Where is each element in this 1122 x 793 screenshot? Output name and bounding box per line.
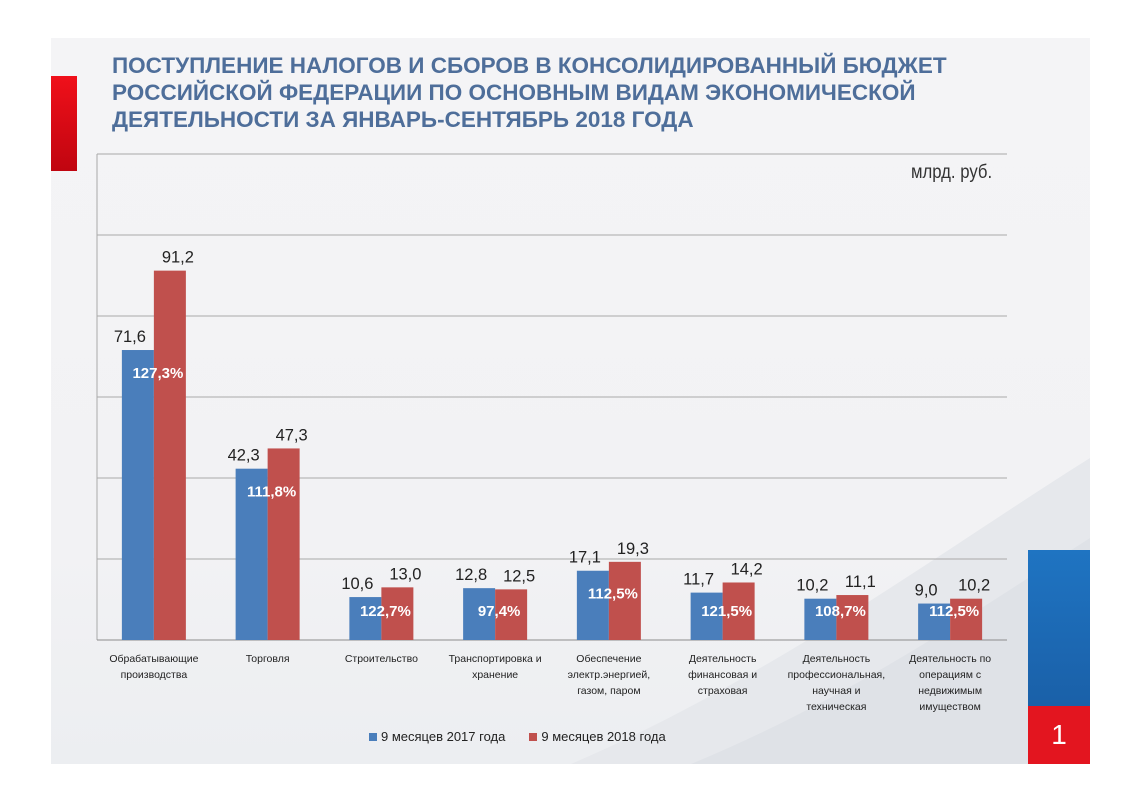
- bar-2018-4: [608, 561, 641, 640]
- bar-2018-0: [153, 270, 186, 640]
- data-label-2017-6: 10,2: [796, 577, 828, 595]
- growth-label-7: 112,5%: [929, 603, 979, 620]
- page-number: 1: [1051, 719, 1067, 750]
- bar-2018-5: [722, 582, 755, 640]
- title-line-2: РОССИЙСКОЙ ФЕДЕРАЦИИ ПО ОСНОВНЫМ ВИДАМ Э…: [112, 80, 916, 105]
- category-label-line: финансовая и: [688, 669, 757, 681]
- title-line-1: ПОСТУПЛЕНИЕ НАЛОГОВ И СБОРОВ В КОНСОЛИДИ…: [112, 53, 947, 78]
- growth-label-1: 111,8%: [247, 484, 296, 501]
- bar-2017-6: [804, 598, 837, 640]
- data-label-2017-5: 11,7: [683, 571, 714, 589]
- data-label-2018-2: 13,0: [389, 565, 421, 583]
- bar-chart: 71,6 91,2 127,3% Обрабатывающие производства…: [96, 153, 1007, 713]
- page-title: ПОСТУПЛЕНИЕ НАЛОГОВ И СБОРОВ В КОНСОЛИДИ…: [112, 52, 1012, 133]
- legend-swatch-2017: [369, 732, 377, 741]
- bar-2018-1: [267, 448, 300, 640]
- data-label-2018-5: 14,2: [731, 560, 763, 578]
- category-label-3: Транспортировка и хранение: [449, 653, 542, 681]
- category-label-line: профессиональная,: [788, 669, 886, 681]
- category-label-line: техническая: [806, 701, 866, 713]
- data-label-2018-6: 11,1: [845, 573, 876, 591]
- category-label-line: Обрабатывающие: [109, 653, 198, 665]
- bar-2018-2: [381, 587, 414, 640]
- data-label-2018-7: 10,2: [958, 577, 990, 595]
- legend-swatch-2018: [529, 732, 538, 741]
- growth-label-3: 97,4%: [478, 603, 521, 620]
- chart-legend: 9 месяцев 2017 года 9 месяцев 2018 года: [369, 729, 666, 744]
- legend-item-2017: 9 месяцев 2017 года: [369, 729, 505, 744]
- category-label-line: Деятельность по: [909, 653, 991, 665]
- bar-2017-4: [576, 570, 609, 640]
- growth-label-5: 121,5%: [701, 603, 752, 620]
- bar-2018-6: [836, 595, 869, 640]
- red-accent-bar: [51, 76, 77, 171]
- legend-item-2018: 9 месяцев 2018 года: [529, 729, 666, 744]
- category-label-line: Деятельность: [803, 653, 871, 665]
- category-label-2: Строительство: [345, 653, 418, 665]
- unit-label: млрд. руб.: [911, 162, 993, 183]
- bar-2017-1: [235, 468, 268, 640]
- data-label-2018-3: 12,5: [503, 567, 535, 585]
- flag-red-block: [1028, 706, 1090, 764]
- category-label-0: Обрабатывающие производства: [109, 653, 198, 681]
- bar-2018-7: [950, 598, 983, 640]
- slide: ПОСТУПЛЕНИЕ НАЛОГОВ И СБОРОВ В КОНСОЛИДИ…: [51, 38, 1090, 764]
- category-label-line: недвижимым: [918, 685, 982, 697]
- data-label-2018-0: 91,2: [162, 249, 194, 267]
- category-label-line: операциям с: [919, 669, 981, 681]
- legend-label-2017: 9 месяцев 2017 года: [381, 729, 506, 744]
- data-label-2017-7: 9,0: [915, 582, 938, 600]
- category-label-line: страховая: [698, 685, 748, 697]
- bar-2017-0: [121, 350, 154, 640]
- bar-2018-3: [495, 589, 528, 640]
- title-line-3: ДЕЯТЕЛЬНОСТИ ЗА ЯНВАРЬ-СЕНТЯБРЬ 2018 ГОД…: [112, 107, 694, 132]
- category-label-7: Деятельность по операциям с недвижимым имущ…: [909, 653, 991, 713]
- category-label-1: Торговля: [246, 653, 290, 665]
- data-label-2017-2: 10,6: [341, 575, 373, 593]
- category-label-6: Деятельность профессиональная, научная и те…: [788, 653, 886, 713]
- flag-blue-block: [1028, 550, 1090, 706]
- growth-label-2: 122,7%: [360, 603, 411, 620]
- data-label-2017-0: 71,6: [114, 328, 146, 346]
- bar-2017-5: [690, 592, 723, 640]
- growth-label-4: 112,5%: [588, 586, 638, 603]
- category-label-line: Торговля: [246, 653, 290, 665]
- category-label-5: Деятельность финансовая и страховая: [688, 653, 757, 697]
- legend-label-2018: 9 месяцев 2018 года: [541, 729, 666, 744]
- bar-2017-3: [463, 588, 496, 640]
- data-label-2018-1: 47,3: [276, 426, 308, 444]
- category-label-line: Строительство: [345, 653, 418, 665]
- data-label-2017-4: 17,1: [569, 549, 601, 567]
- category-label-line: электр.энергией,: [568, 669, 651, 681]
- category-label-line: хранение: [472, 669, 518, 681]
- bar-2017-7: [918, 603, 951, 640]
- category-label-line: научная и: [812, 685, 860, 697]
- growth-label-0: 127,3%: [132, 365, 183, 382]
- category-label-line: газом, паром: [577, 685, 640, 697]
- background-swoosh: [571, 458, 1090, 764]
- category-label-line: Обеспечение: [576, 653, 641, 665]
- bar-2017-2: [349, 597, 382, 640]
- data-label-2018-4: 19,3: [617, 540, 649, 558]
- category-label-4: Обеспечение электр.энергией, газом, паром: [568, 653, 651, 697]
- growth-label-6: 108,7%: [815, 603, 866, 620]
- category-label-line: Транспортировка и: [449, 653, 542, 665]
- category-label-line: Деятельность: [689, 653, 757, 665]
- category-label-line: производства: [121, 669, 188, 681]
- category-label-line: имуществом: [919, 701, 980, 713]
- data-label-2017-1: 42,3: [228, 447, 260, 465]
- data-label-2017-3: 12,8: [455, 566, 487, 584]
